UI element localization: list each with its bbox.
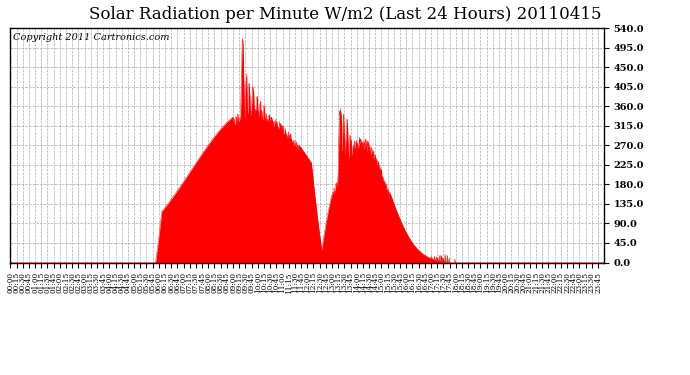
Text: Solar Radiation per Minute W/m2 (Last 24 Hours) 20110415: Solar Radiation per Minute W/m2 (Last 24…	[89, 6, 601, 22]
Text: Copyright 2011 Cartronics.com: Copyright 2011 Cartronics.com	[13, 33, 170, 42]
